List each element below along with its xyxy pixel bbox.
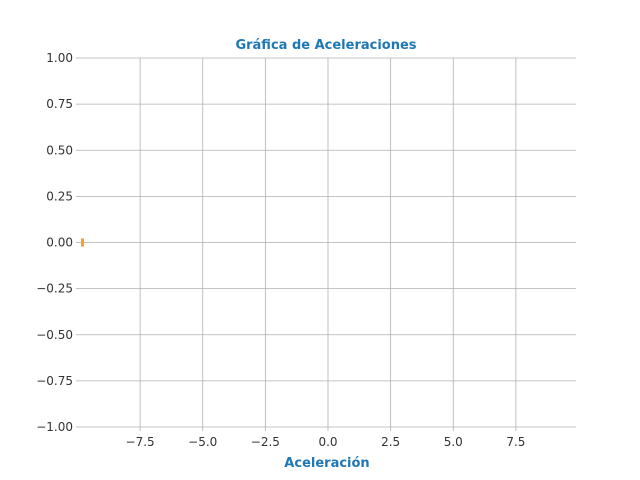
x-tick-label: −5.0 <box>188 435 217 449</box>
x-tick-label: 5.0 <box>444 435 463 449</box>
y-tick-label: 1.00 <box>46 51 73 65</box>
grid <box>80 57 576 428</box>
x-tick-label: 7.5 <box>506 435 525 449</box>
x-tick-label: −7.5 <box>126 435 155 449</box>
series <box>81 238 85 247</box>
x-tick-label: 0.0 <box>318 435 337 449</box>
chart-title: Gráfica de Aceleraciones <box>235 38 416 53</box>
y-tick-label: 0.00 <box>46 236 73 250</box>
y-tick-label: 0.25 <box>46 189 73 203</box>
y-tick-label: 0.50 <box>46 143 73 157</box>
x-tick-label: 2.5 <box>381 435 400 449</box>
x-axis-label: Aceleración <box>284 456 369 471</box>
ticks: 1.00 0.75 0.50 0.25 0.00 −0.25 −0.50 −0.75 −1.00… <box>36 51 525 449</box>
y-tick-label: −0.25 <box>36 282 73 296</box>
y-tick-label: −1.00 <box>36 420 73 434</box>
y-tick-label: 0.75 <box>46 97 73 111</box>
y-tick-label: −0.50 <box>36 328 73 342</box>
x-tick-label: −2.5 <box>251 435 280 449</box>
data-point <box>81 238 85 247</box>
y-tick-label: −0.75 <box>36 374 73 388</box>
